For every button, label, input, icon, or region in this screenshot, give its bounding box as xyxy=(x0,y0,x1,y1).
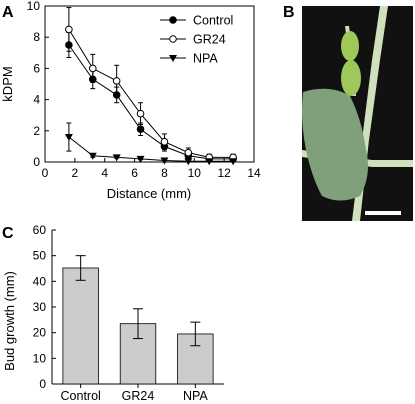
a-x-tick-label: 8 xyxy=(161,166,168,180)
c-category-label: Control xyxy=(61,389,101,403)
panel-label-b: B xyxy=(283,4,295,21)
a-data-point xyxy=(88,152,97,160)
a-legend-marker xyxy=(169,55,177,62)
a-data-point xyxy=(136,109,145,118)
a-data-point xyxy=(64,134,73,142)
a-x-tick-label: 14 xyxy=(247,166,261,180)
c-category-label: GR24 xyxy=(122,389,155,403)
c-y-tick-label: 60 xyxy=(33,223,47,237)
a-x-tick-label: 0 xyxy=(42,166,49,180)
a-data-point xyxy=(112,154,121,162)
a-y-tick-label: 8 xyxy=(33,30,40,44)
a-y-tick-label: 0 xyxy=(33,155,40,169)
a-data-point xyxy=(136,155,145,163)
a-legend-label: GR24 xyxy=(193,33,226,47)
photo-bud-lower xyxy=(341,60,361,96)
a-legend-label: Control xyxy=(193,14,233,28)
chart-a: 0 2 4 6 8 10 12 14 0 2 4 6 8 10 Control GR24 NPA Distanc… xyxy=(0,0,261,201)
a-x-tick-label: 6 xyxy=(131,166,138,180)
panel-label-a: A xyxy=(2,4,14,21)
a-series-gr24 xyxy=(65,7,237,162)
c-y-tick-label: 0 xyxy=(39,377,46,391)
a-legend-marker xyxy=(169,35,177,43)
a-data-point xyxy=(88,64,97,73)
a-data-point xyxy=(229,158,238,166)
a-series-npa xyxy=(64,122,238,166)
a-legend-label: NPA xyxy=(193,52,218,66)
a-y-axis-label: kDPM xyxy=(0,66,15,101)
photo-scale-bar xyxy=(365,211,401,215)
a-series-line xyxy=(68,29,234,158)
c-y-tick-label: 40 xyxy=(33,274,47,288)
a-data-point xyxy=(160,157,169,165)
a-series-line xyxy=(68,136,234,162)
a-legend-marker xyxy=(169,16,177,24)
photo-bud-upper xyxy=(341,31,359,61)
a-x-tick-label: 10 xyxy=(188,166,202,180)
panel-label-c: C xyxy=(2,225,14,242)
c-plot-area: 0 10 20 30 40 50 60 Control GR24 NPA xyxy=(33,223,224,403)
a-y-tick-label: 10 xyxy=(27,0,41,13)
c-y-axis-label: Bud growth (mm) xyxy=(2,271,17,371)
a-data-point xyxy=(160,137,169,146)
c-category-label: NPA xyxy=(183,389,208,403)
a-x-axis-label: Distance (mm) xyxy=(107,186,192,201)
plant-photo xyxy=(302,6,413,221)
c-y-tick-label: 30 xyxy=(33,300,47,314)
a-x-tick-label: 4 xyxy=(101,166,108,180)
a-x-tick-label: 2 xyxy=(72,166,79,180)
a-plot-frame xyxy=(44,5,255,163)
photo-leaf xyxy=(302,88,368,201)
c-y-tick-label: 50 xyxy=(33,249,47,263)
a-data-point xyxy=(112,77,121,85)
a-data-point xyxy=(65,25,73,34)
c-y-tick-label: 20 xyxy=(33,326,47,340)
chart-c: 0 10 20 30 40 50 60 Control GR24 NPA Bud growth (… xyxy=(2,223,224,403)
a-data-point xyxy=(184,158,193,166)
a-legend: Control GR24 NPA xyxy=(160,14,233,66)
a-data-point xyxy=(184,148,193,157)
a-y-tick-label: 2 xyxy=(33,124,40,138)
c-bar-control xyxy=(62,267,99,385)
a-y-tick-label: 4 xyxy=(33,93,40,107)
a-y-tick-label: 6 xyxy=(33,61,40,75)
c-y-tick-label: 10 xyxy=(33,351,47,365)
a-x-tick-label: 12 xyxy=(217,166,231,180)
a-data-point xyxy=(205,158,214,166)
a-data-point xyxy=(136,125,145,134)
a-plot-area: 0 2 4 6 8 10 12 14 0 2 4 6 8 10 Control GR24 NPA xyxy=(27,0,261,180)
